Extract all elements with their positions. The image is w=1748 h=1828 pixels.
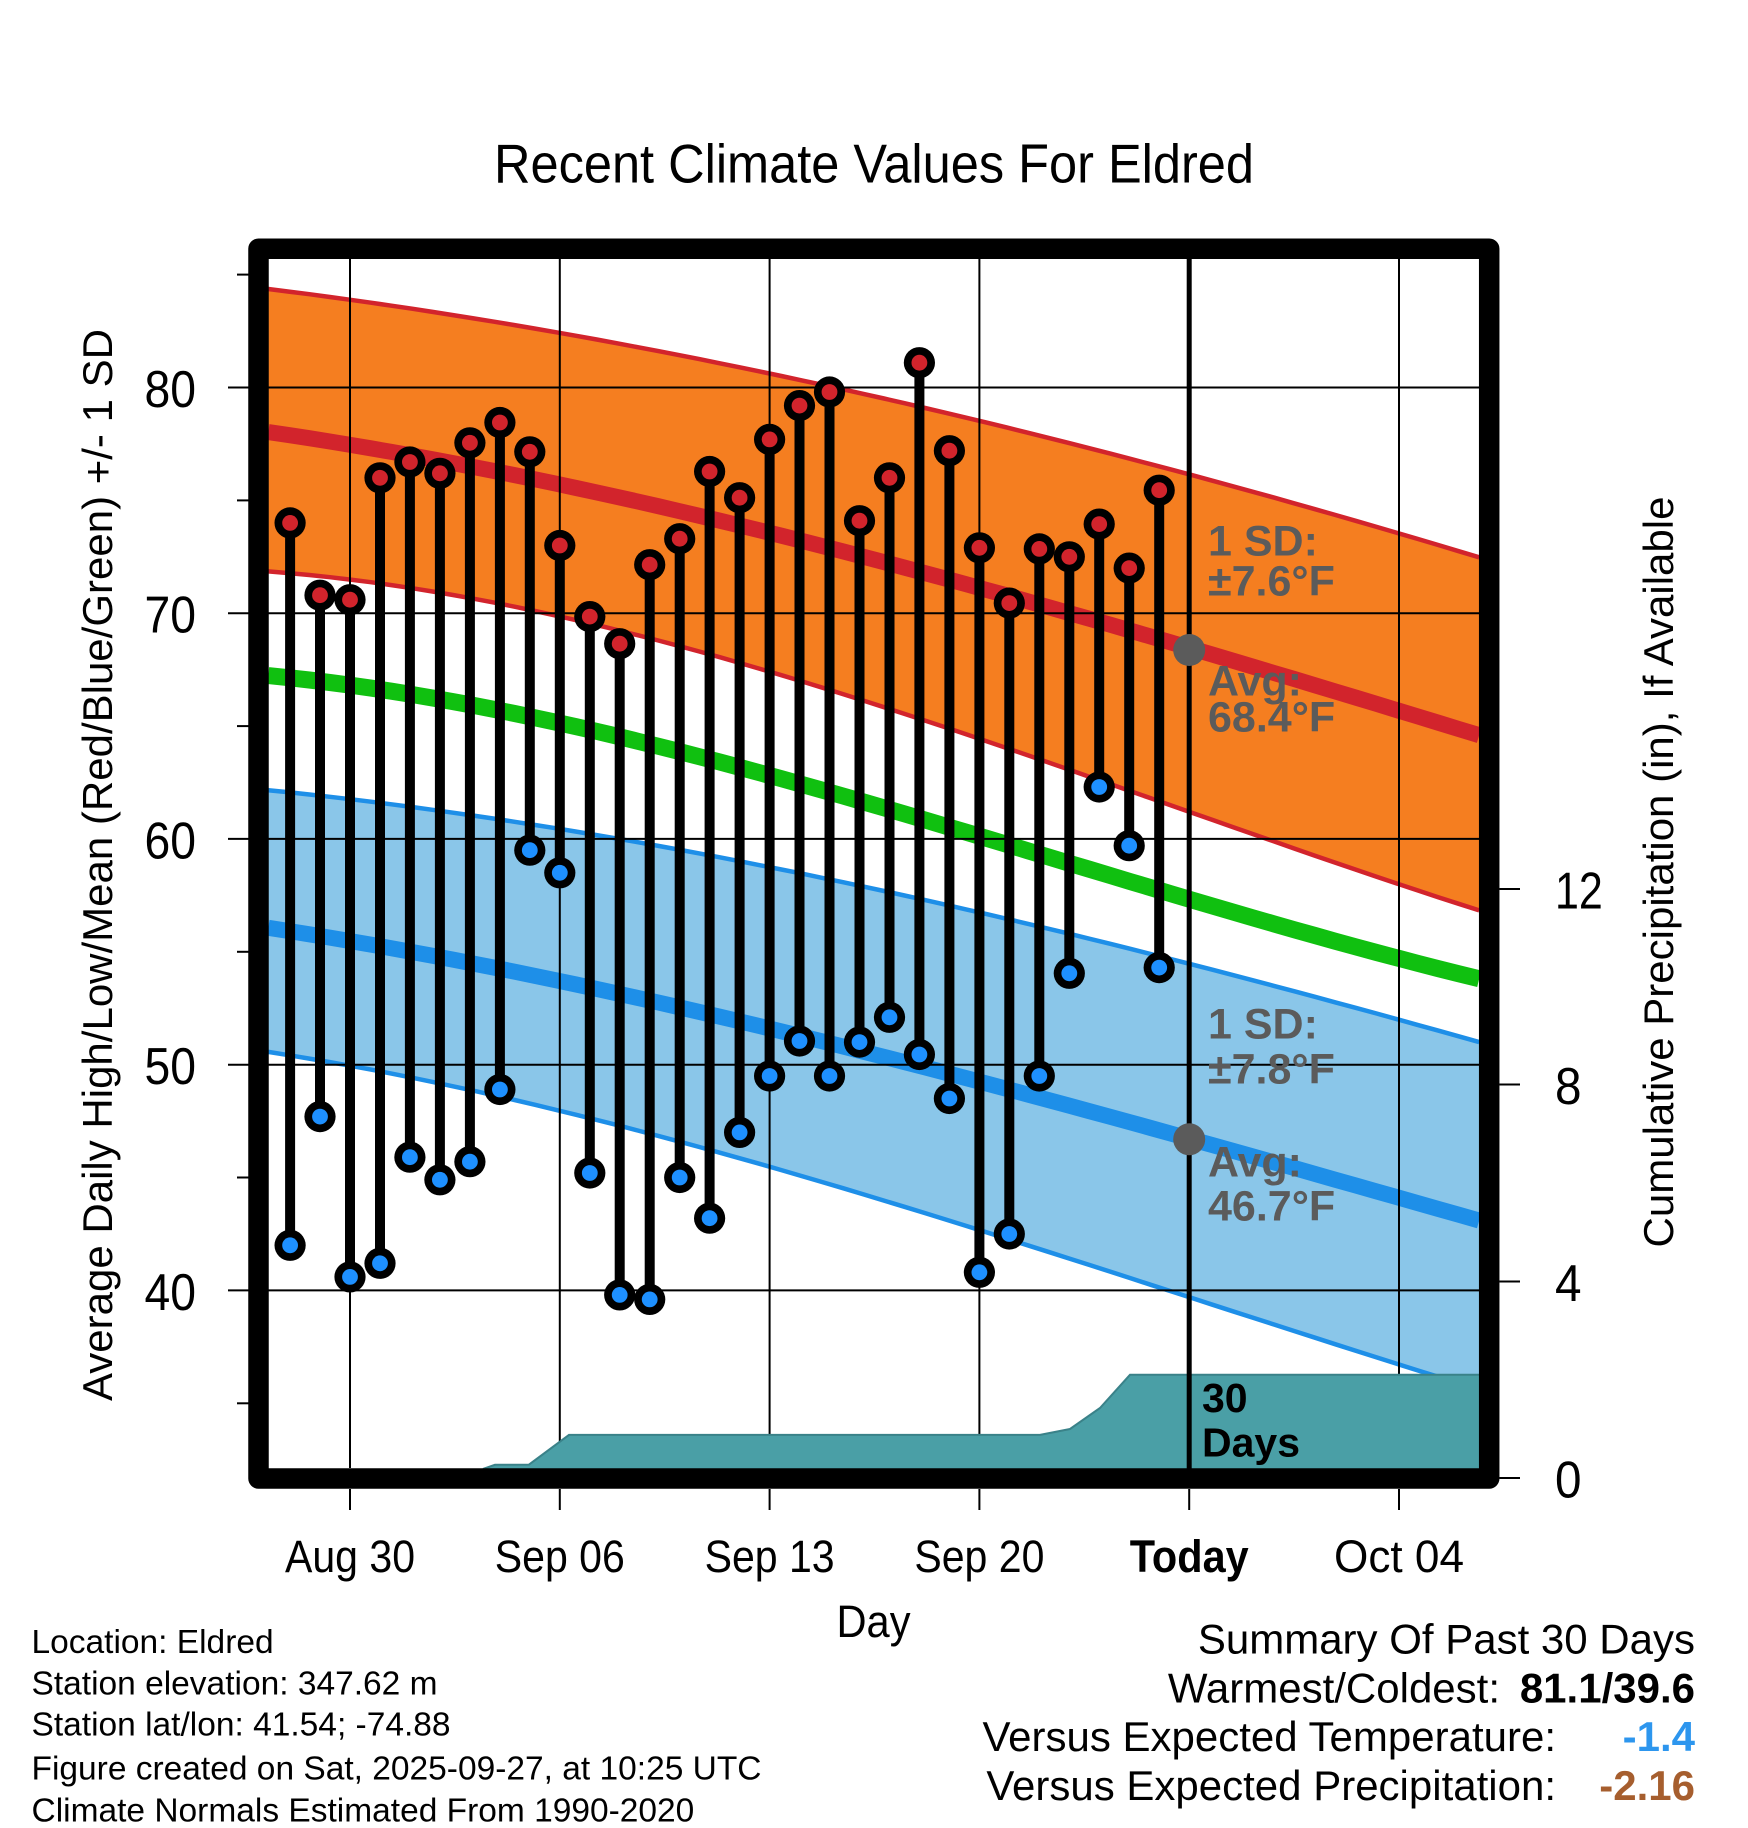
svg-text:Station elevation: 347.62 m: Station elevation: 347.62 m: [32, 1665, 438, 1702]
svg-text:40: 40: [145, 1264, 197, 1322]
svg-text:Today: Today: [1130, 1531, 1249, 1582]
svg-text:±7.6°F: ±7.6°F: [1208, 558, 1335, 606]
svg-text:50: 50: [145, 1038, 197, 1096]
svg-text:Oct 04: Oct 04: [1334, 1531, 1464, 1582]
svg-text:60: 60: [145, 812, 197, 870]
svg-text:-1.4: -1.4: [1623, 1713, 1696, 1760]
svg-text:Day: Day: [837, 1596, 911, 1647]
svg-text:Climate Normals Estimated From: Climate Normals Estimated From 1990-2020: [32, 1793, 695, 1828]
svg-text:0: 0: [1555, 1452, 1582, 1510]
svg-text:Sep 13: Sep 13: [705, 1531, 835, 1582]
svg-text:Location: Eldred: Location: Eldred: [32, 1624, 274, 1661]
svg-text:Avg:: Avg:: [1208, 1139, 1302, 1187]
svg-text:81.1/39.6: 81.1/39.6: [1520, 1664, 1695, 1711]
svg-text:30: 30: [1202, 1375, 1248, 1421]
svg-text:Versus Expected Temperature:: Versus Expected Temperature:: [982, 1713, 1556, 1760]
svg-text:Warmest/Coldest:: Warmest/Coldest:: [1168, 1664, 1500, 1711]
svg-text:Summary Of Past 30 Days: Summary Of Past 30 Days: [1198, 1616, 1695, 1663]
svg-text:80: 80: [145, 361, 197, 419]
svg-text:Station lat/lon: 41.54; -74.88: Station lat/lon: 41.54; -74.88: [32, 1707, 451, 1744]
svg-text:46.7°F: 46.7°F: [1208, 1183, 1335, 1231]
svg-text:1 SD:: 1 SD:: [1208, 518, 1318, 566]
svg-text:-2.16: -2.16: [1599, 1762, 1695, 1809]
svg-text:4: 4: [1555, 1255, 1582, 1313]
svg-text:Versus Expected Precipitation:: Versus Expected Precipitation:: [986, 1762, 1556, 1809]
svg-text:Average Daily High/Low/Mean (R: Average Daily High/Low/Mean (Red/Blue/Gr…: [74, 329, 121, 1401]
svg-text:Avg:: Avg:: [1208, 658, 1302, 706]
svg-text:12: 12: [1555, 863, 1603, 921]
svg-text:±7.8°F: ±7.8°F: [1208, 1046, 1335, 1094]
svg-text:Aug 30: Aug 30: [285, 1531, 415, 1582]
svg-text:Figure created on Sat, 2025-09: Figure created on Sat, 2025-09-27, at 10…: [32, 1750, 762, 1787]
svg-text:68.4°F: 68.4°F: [1208, 694, 1335, 742]
svg-text:8: 8: [1555, 1058, 1582, 1116]
svg-text:Days: Days: [1202, 1420, 1300, 1466]
svg-text:Cumulative Precipitation (in),: Cumulative Precipitation (in), If Availa…: [1635, 497, 1682, 1248]
svg-text:1 SD:: 1 SD:: [1208, 1001, 1318, 1049]
svg-text:70: 70: [145, 587, 197, 645]
svg-text:Sep 20: Sep 20: [914, 1531, 1044, 1582]
svg-text:Recent Climate Values For Eldr: Recent Climate Values For Eldred: [494, 133, 1254, 195]
svg-text:Sep 06: Sep 06: [495, 1531, 625, 1582]
